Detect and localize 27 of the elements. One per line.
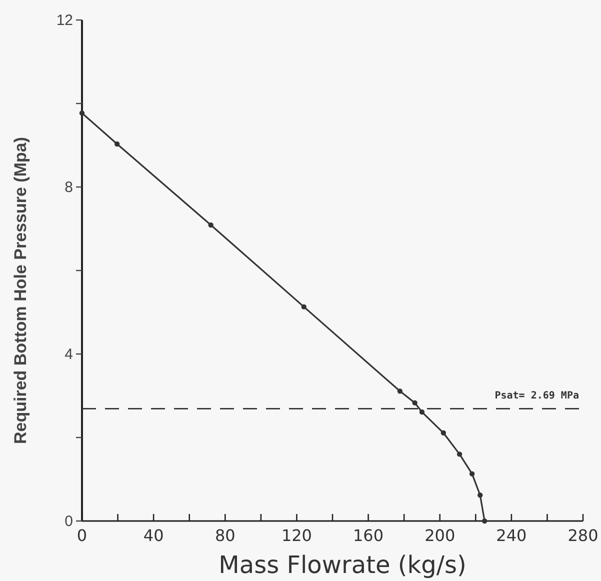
point xyxy=(208,222,214,228)
x-tick-label: 80 xyxy=(214,526,236,545)
y-tick-label: 4 xyxy=(64,346,73,363)
point xyxy=(478,492,483,498)
x-tick-label: 0 xyxy=(76,526,88,545)
y-tick-label: 0 xyxy=(64,513,73,530)
point xyxy=(114,141,120,147)
x-tick-label: 40 xyxy=(143,526,164,545)
point xyxy=(79,110,85,116)
y-tick-label: 12 xyxy=(56,12,73,29)
point xyxy=(412,400,418,406)
point xyxy=(419,409,425,415)
point xyxy=(440,430,446,436)
x-tick-label: 120 xyxy=(281,526,312,545)
y-axis-title: Required Bottom Hole Pressure (Mpa) xyxy=(11,137,30,444)
x-tick-label: 160 xyxy=(353,526,384,545)
x-tick-label: 240 xyxy=(496,526,527,545)
x-tick-label: 280 xyxy=(568,526,598,545)
y-tick-label: 8 xyxy=(64,179,73,196)
x-axis-title: Mass Flowrate (kg/s) xyxy=(218,551,466,579)
x-tick-label: 200 xyxy=(424,526,456,545)
ref-line-label: Psat= 2.69 MPa xyxy=(494,390,579,402)
point xyxy=(301,304,306,310)
point xyxy=(397,388,403,394)
point xyxy=(482,518,488,524)
point xyxy=(469,471,475,476)
point xyxy=(456,452,462,457)
